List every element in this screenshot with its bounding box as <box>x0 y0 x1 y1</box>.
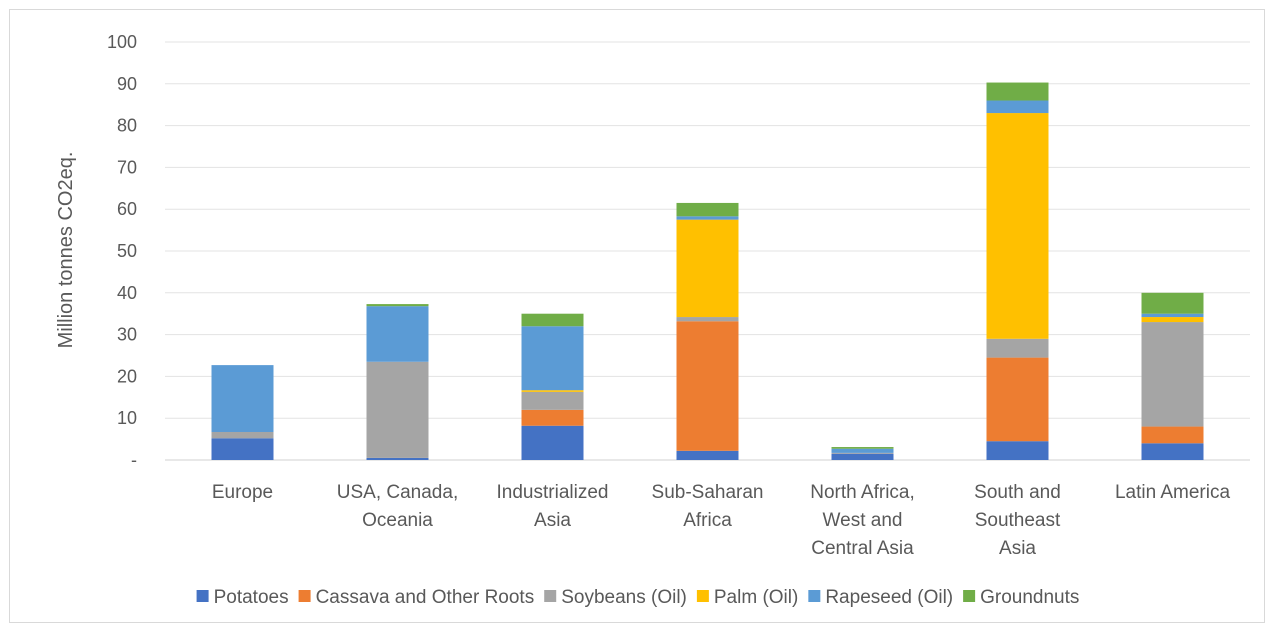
bar-segment <box>521 326 584 391</box>
legend-label: Soybeans (Oil) <box>561 587 687 608</box>
y-axis-label: Million tonnes CO2eq. <box>55 152 77 349</box>
bar-segment <box>1141 426 1204 444</box>
bar-segment <box>676 450 739 460</box>
legend-item: Palm (Oil) <box>696 587 798 608</box>
bar-segment <box>366 361 429 458</box>
bar-segment <box>986 441 1049 460</box>
legend-swatch <box>808 590 821 602</box>
bar-segment <box>831 453 894 460</box>
x-tick-label: USA, Canada, Oceania <box>337 482 458 531</box>
bar-segment <box>366 457 429 460</box>
y-tick-label: 20 <box>117 366 137 386</box>
y-tick-label: 80 <box>117 116 137 136</box>
gridlines <box>165 41 1250 461</box>
bar-segment <box>986 100 1049 114</box>
x-tick-label: Industrialized Asia <box>497 482 609 531</box>
legend-swatch <box>963 590 976 602</box>
bar-segment <box>366 304 429 307</box>
legend-label: Potatoes <box>214 587 289 608</box>
legend-item: Groundnuts <box>963 587 1079 608</box>
bar-segment <box>676 317 739 322</box>
bar-segment <box>521 425 584 460</box>
x-tick-label: Sub-Saharan Africa <box>652 482 764 531</box>
legend-label: Rapeseed (Oil) <box>825 587 953 608</box>
bar-segment <box>1141 443 1204 460</box>
bar-segment <box>676 321 739 451</box>
bar-segment <box>211 365 274 432</box>
legend-label: Cassava and Other Roots <box>316 587 535 608</box>
legend-item: Cassava and Other Roots <box>298 587 535 608</box>
bar-segment <box>831 448 894 453</box>
bar-segment <box>521 390 584 392</box>
legend-swatch <box>696 590 709 602</box>
bar-segment <box>1141 292 1204 314</box>
bar-segment <box>366 306 429 362</box>
bar-segment <box>986 357 1049 442</box>
legend-swatch <box>196 590 209 602</box>
y-tick-label: 100 <box>107 32 137 52</box>
y-tick-label: - <box>131 450 137 470</box>
y-tick-label: 50 <box>117 241 137 261</box>
x-tick-label: Latin America <box>1115 482 1231 503</box>
bar-segment <box>986 338 1049 358</box>
legend-item: Potatoes <box>196 587 289 608</box>
legend-label: Groundnuts <box>980 587 1079 608</box>
y-tick-label: 10 <box>117 408 137 428</box>
y-tick-label: 60 <box>117 199 137 219</box>
y-axis-ticks: - 10 20 30 40 50 60 70 80 90 100 <box>107 32 137 470</box>
legend-swatch <box>298 590 311 602</box>
bar-segment <box>521 391 584 410</box>
bar-segment <box>211 431 274 439</box>
legend-item: Soybeans (Oil) <box>544 587 687 608</box>
legend-swatch <box>544 590 557 602</box>
bar-segment <box>1141 317 1204 323</box>
bar-segment <box>1141 313 1204 318</box>
bar-segment <box>676 219 739 318</box>
bar-segment <box>986 113 1049 339</box>
bar-segment <box>986 82 1049 101</box>
x-tick-label: South and Southeast Asia <box>974 482 1061 559</box>
y-tick-label: 40 <box>117 283 137 303</box>
legend: Potatoes Cassava and Other Roots Soybeans … <box>196 587 1079 608</box>
bar-segment <box>831 452 894 454</box>
bar-segment <box>211 438 274 460</box>
legend-item: Rapeseed (Oil) <box>808 587 953 608</box>
bar-segment <box>676 216 739 220</box>
x-tick-label: Europe <box>212 482 273 503</box>
bar-segment <box>831 447 894 449</box>
bar-segment <box>521 409 584 426</box>
legend-label: Palm (Oil) <box>714 587 798 608</box>
y-tick-label: 30 <box>117 325 137 345</box>
y-tick-label: 70 <box>117 157 137 177</box>
bar-segment <box>676 202 739 217</box>
bar-segment <box>1141 322 1204 427</box>
bars <box>211 82 1204 460</box>
y-tick-label: 90 <box>117 74 137 94</box>
chart-frame <box>9 9 1265 623</box>
bar-segment <box>521 313 584 327</box>
x-axis-ticks: Europe USA, Canada, Oceania Industrialized A… <box>212 482 1231 559</box>
x-tick-label: North Africa, West and Central Asia <box>810 482 915 559</box>
